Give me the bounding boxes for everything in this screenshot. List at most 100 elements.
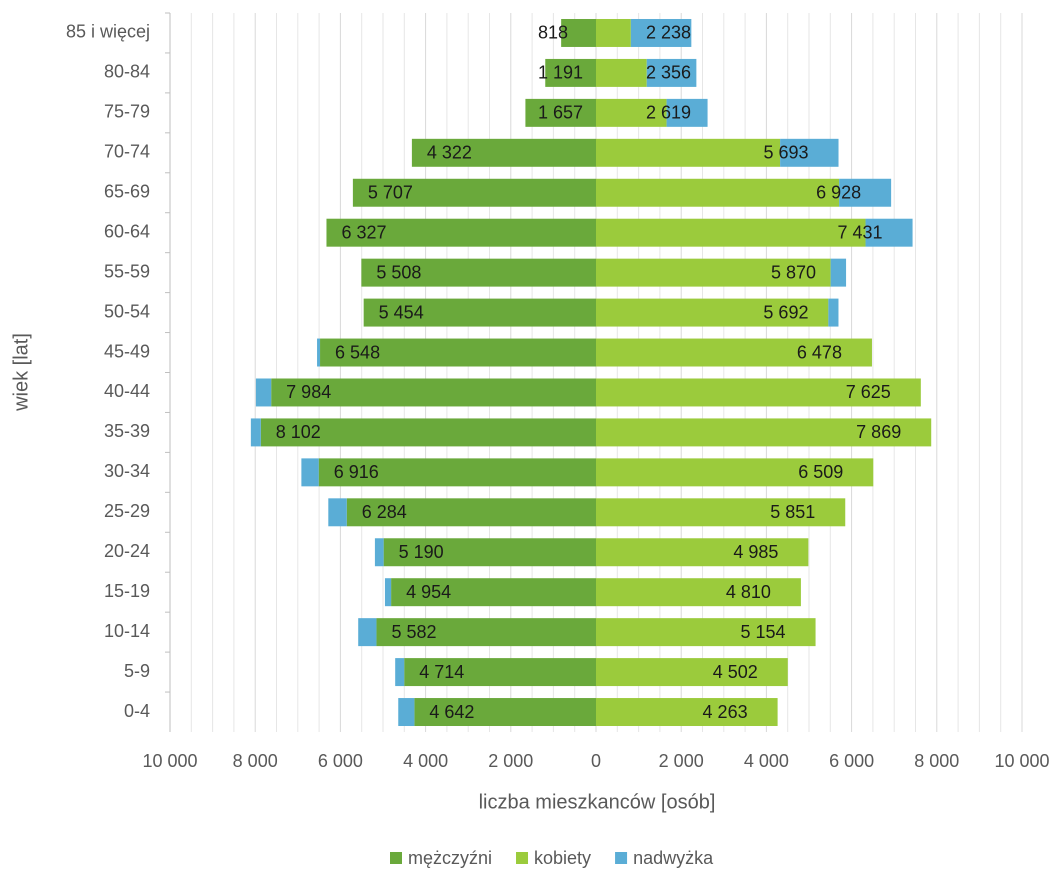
surplus-bar [780, 138, 839, 167]
value-label: 6 928 [816, 183, 861, 203]
men-bar [260, 418, 596, 447]
surplus-bar [666, 98, 708, 127]
value-label: 6 548 [335, 342, 380, 362]
value-label: 7 869 [856, 422, 901, 442]
men-bar [352, 178, 596, 207]
value-label: 5 693 [763, 143, 808, 163]
x-tick-label: 8 000 [233, 751, 278, 771]
legend-label: kobiety [534, 848, 591, 868]
women-bar [596, 338, 872, 367]
women-bar [596, 378, 921, 407]
x-tick-label: 6 000 [829, 751, 874, 771]
value-label: 5 154 [741, 622, 786, 642]
x-axis-title: liczba mieszkanców [osób] [479, 791, 716, 813]
surplus-bar [358, 618, 377, 647]
women-bar [596, 58, 647, 87]
men-bar [411, 138, 596, 167]
value-label: 4 810 [726, 582, 771, 602]
men-bar [361, 258, 596, 287]
x-tick-label: 2 000 [659, 751, 704, 771]
surplus-bar [255, 378, 272, 407]
y-tick-label: 5-9 [124, 661, 150, 681]
men-bar [414, 698, 596, 727]
value-label: 7 625 [846, 382, 891, 402]
value-label: 1 191 [538, 63, 583, 83]
value-label: 8 102 [276, 422, 321, 442]
legend-swatch [615, 852, 628, 864]
value-label: 5 508 [376, 262, 421, 282]
women-bar [596, 298, 829, 327]
surplus-bar [384, 578, 392, 607]
y-tick-label: 40-44 [104, 381, 150, 401]
y-axis-title: wiek [lat] [10, 333, 32, 412]
y-tick-label: 60-64 [104, 221, 150, 241]
value-label: 5 870 [771, 262, 816, 282]
value-label: 4 985 [733, 542, 778, 562]
value-label: 2 356 [646, 63, 691, 83]
women-bar [596, 138, 781, 167]
legend-label: mężczyźni [408, 848, 492, 868]
men-bar [404, 658, 596, 687]
value-label: 4 642 [429, 702, 474, 722]
x-tick-label: 4 000 [744, 751, 789, 771]
men-bar [545, 58, 596, 87]
women-bar [596, 698, 778, 727]
surplus-bar [865, 218, 913, 247]
value-label: 5 190 [399, 542, 444, 562]
y-tick-label: 80-84 [104, 62, 150, 82]
value-label: 6 327 [341, 222, 386, 242]
value-label: 4 322 [427, 143, 472, 163]
x-tick-label: 10 000 [994, 751, 1049, 771]
value-label: 6 509 [798, 462, 843, 482]
y-tick-label: 25-29 [104, 501, 150, 521]
value-label: 5 582 [391, 622, 436, 642]
men-bar [376, 618, 596, 647]
men-bar [346, 498, 596, 527]
surplus-bar [374, 538, 384, 567]
y-tick-label: 15-19 [104, 581, 150, 601]
x-tick-label: 4 000 [403, 751, 448, 771]
men-bar [391, 578, 596, 607]
value-label: 5 851 [770, 502, 815, 522]
x-tick-label: 0 [591, 751, 601, 771]
y-tick-label: 50-54 [104, 301, 150, 321]
x-tick-label: 8 000 [914, 751, 959, 771]
y-tick-label: 55-59 [104, 261, 150, 281]
y-tick-label: 70-74 [104, 142, 150, 162]
men-bar [363, 298, 596, 327]
value-label: 6 284 [362, 502, 407, 522]
value-label: 2 619 [646, 103, 691, 123]
y-tick-label: 30-34 [104, 461, 150, 481]
surplus-bar [646, 58, 697, 87]
men-bar [318, 458, 596, 487]
women-bar [596, 218, 866, 247]
x-tick-label: 2 000 [488, 751, 533, 771]
surplus-bar [250, 418, 261, 447]
legend-label: nadwyżka [633, 848, 714, 868]
women-bar [596, 418, 932, 447]
surplus-bar [830, 258, 847, 287]
y-tick-label: 10-14 [104, 621, 150, 641]
value-label: 2 238 [646, 23, 691, 43]
men-bar [271, 378, 596, 407]
value-label: 7 984 [286, 382, 331, 402]
surplus-bar [395, 658, 405, 687]
value-label: 4 502 [713, 662, 758, 682]
y-tick-label: 85 i więcej [66, 22, 150, 42]
men-bar [320, 338, 596, 367]
x-tick-label: 6 000 [318, 751, 363, 771]
value-label: 818 [538, 23, 568, 43]
value-label: 5 692 [763, 302, 808, 322]
value-label: 4 714 [419, 662, 464, 682]
surplus-bar [828, 298, 839, 327]
men-bar [326, 218, 596, 247]
surplus-bar [328, 498, 347, 527]
value-label: 4 263 [703, 702, 748, 722]
y-tick-label: 35-39 [104, 421, 150, 441]
x-tick-label: 10 000 [142, 751, 197, 771]
surplus-bar [630, 18, 692, 47]
value-label: 5 707 [368, 183, 413, 203]
y-tick-label: 20-24 [104, 541, 150, 561]
men-bar [525, 98, 596, 127]
